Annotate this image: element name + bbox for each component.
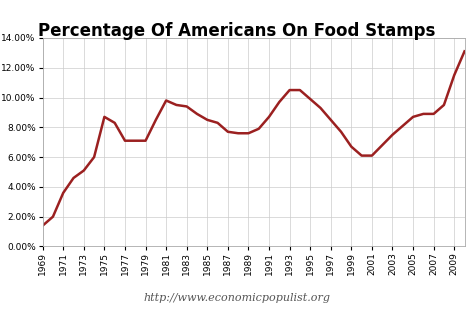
Text: Percentage Of Americans On Food Stamps: Percentage Of Americans On Food Stamps: [38, 22, 436, 40]
Text: http://www.economicpopulist.org: http://www.economicpopulist.org: [144, 293, 330, 303]
